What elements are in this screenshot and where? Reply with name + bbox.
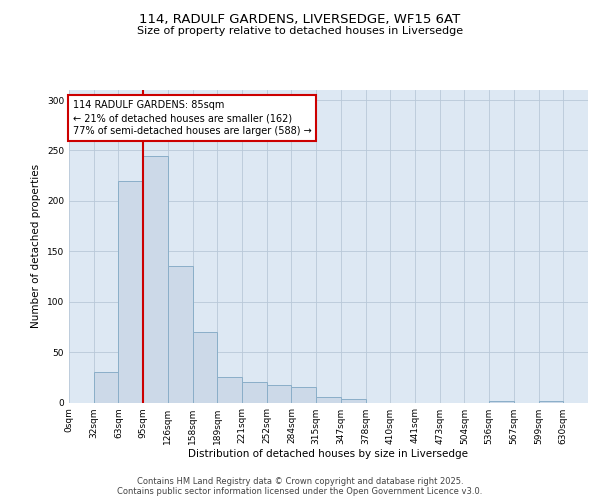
Text: 114 RADULF GARDENS: 85sqm
← 21% of detached houses are smaller (162)
77% of semi: 114 RADULF GARDENS: 85sqm ← 21% of detac… bbox=[73, 100, 311, 136]
Y-axis label: Number of detached properties: Number of detached properties bbox=[31, 164, 41, 328]
Text: Size of property relative to detached houses in Liversedge: Size of property relative to detached ho… bbox=[137, 26, 463, 36]
Bar bbox=[193, 332, 217, 402]
Bar bbox=[217, 378, 242, 402]
Bar bbox=[118, 180, 143, 402]
Bar bbox=[292, 388, 316, 402]
Bar bbox=[94, 372, 118, 402]
X-axis label: Distribution of detached houses by size in Liversedge: Distribution of detached houses by size … bbox=[188, 450, 469, 460]
Bar bbox=[143, 156, 168, 402]
Bar bbox=[242, 382, 267, 402]
Text: 114, RADULF GARDENS, LIVERSEDGE, WF15 6AT: 114, RADULF GARDENS, LIVERSEDGE, WF15 6A… bbox=[139, 12, 461, 26]
Bar bbox=[316, 398, 341, 402]
Bar bbox=[267, 386, 292, 402]
Bar bbox=[341, 400, 365, 402]
Text: Contains HM Land Registry data © Crown copyright and database right 2025.
Contai: Contains HM Land Registry data © Crown c… bbox=[118, 476, 482, 496]
Bar bbox=[168, 266, 193, 402]
